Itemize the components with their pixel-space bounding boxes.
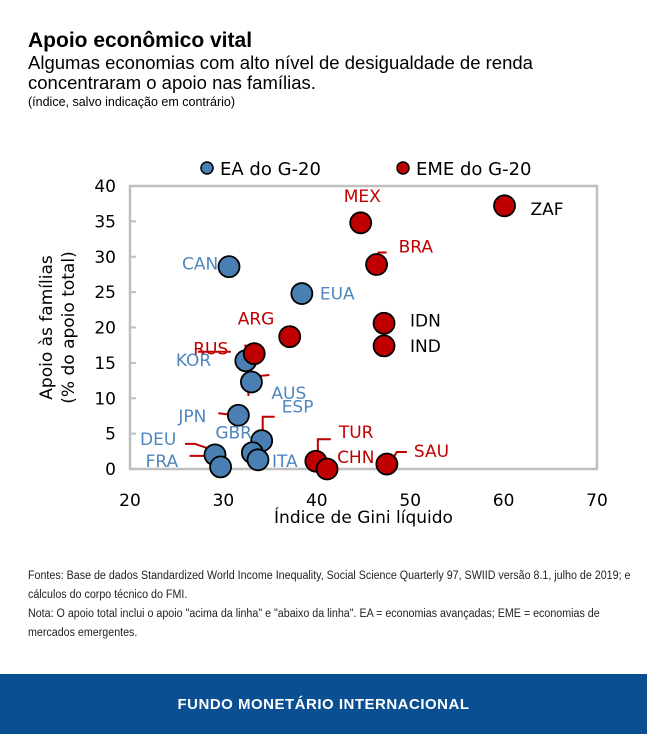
point-label-deu: DEU	[140, 430, 176, 450]
y-tick-label: 20	[94, 319, 116, 339]
x-tick-label: 50	[399, 491, 421, 511]
point-label-idn: IDN	[410, 311, 441, 331]
x-axis-label: Índice de Gini líquido	[274, 506, 453, 528]
point-jpn	[226, 403, 250, 427]
point-label-zaf: ZAF	[531, 200, 564, 220]
point-label-esp: ESP	[282, 398, 314, 418]
y-tick-label: 5	[105, 425, 116, 445]
legend-marker-ea	[200, 161, 214, 175]
x-tick-label: 60	[493, 491, 515, 511]
y-tick-label: 40	[94, 177, 116, 197]
point-label-sau: SAU	[414, 442, 449, 462]
x-tick-label: 40	[306, 491, 328, 511]
point-eua	[290, 282, 314, 305]
point-arg	[278, 325, 302, 349]
x-tick-label: 30	[213, 491, 235, 511]
point-label-kor: KOR	[176, 351, 212, 371]
point-idn	[372, 311, 396, 335]
scatter-chart: 0 5 10 15 20 25 30 35 40 20 30 40 50 60 70 Índice de Gi…	[37, 159, 608, 528]
point-label-arg: ARG	[238, 310, 275, 330]
point-rus	[242, 342, 266, 366]
point-can	[217, 255, 241, 279]
point-label-ind: IND	[410, 337, 441, 357]
x-tick-label: 70	[586, 491, 608, 511]
point-label-gbr: GBR	[215, 424, 252, 444]
y-tick-label: 35	[94, 212, 116, 232]
sources-text: Fontes: Base de dados Standardized World…	[28, 570, 631, 601]
point-label-can: CAN	[182, 255, 218, 275]
notes: Fontes: Base de dados Standardized World…	[28, 567, 633, 643]
y-tick-label: 15	[94, 354, 116, 374]
y-axis-label: Apoio às famílias	[37, 255, 57, 400]
point-ita	[246, 448, 270, 472]
y-tick-label: 10	[94, 389, 116, 409]
point-label-tur: TUR	[338, 423, 374, 443]
point-fra	[209, 455, 232, 479]
point-ind	[372, 334, 396, 358]
legend-label-eme: EME do G-20	[416, 159, 532, 180]
chart-subtitle: Algumas economias com alto nível de desi…	[28, 52, 533, 93]
point-sau	[375, 452, 399, 476]
note-text: Nota: O apoio total inclui o apoio "acim…	[28, 608, 600, 639]
y-tick-label: 0	[105, 460, 116, 480]
footer-bar: FUNDO MONETÁRIO INTERNACIONAL	[0, 674, 647, 734]
point-label-fra: FRA	[146, 452, 179, 472]
point-label-ita: ITA	[272, 452, 298, 472]
x-tick-label: 20	[119, 491, 141, 511]
point-label-jpn: JPN	[177, 407, 206, 427]
point-aus	[240, 370, 263, 394]
legend-label-ea: EA do G-20	[220, 159, 321, 180]
point-label-bra: BRA	[399, 238, 434, 258]
unit-note: (índice, salvo indicação em contrário)	[28, 95, 236, 109]
y-tick-label: 30	[94, 248, 116, 268]
chart-title: Apoio econômico vital	[28, 29, 253, 52]
point-label-chn: CHN	[337, 448, 374, 468]
point-label-rus: RUS	[193, 340, 228, 360]
point-label-mex: MEX	[344, 187, 381, 207]
point-chn	[315, 457, 339, 481]
y-tick-label: 25	[94, 283, 116, 303]
point-bra	[365, 253, 388, 276]
point-label-aus: AUS	[271, 384, 306, 404]
point-zaf	[493, 194, 516, 218]
y-axis-label: (% do apoio total)	[59, 251, 79, 403]
point-mex	[349, 211, 373, 235]
legend-marker-eme	[396, 161, 410, 175]
point-label-eua: EUA	[320, 285, 355, 305]
footer-label: FUNDO MONETÁRIO INTERNACIONAL	[177, 695, 470, 713]
